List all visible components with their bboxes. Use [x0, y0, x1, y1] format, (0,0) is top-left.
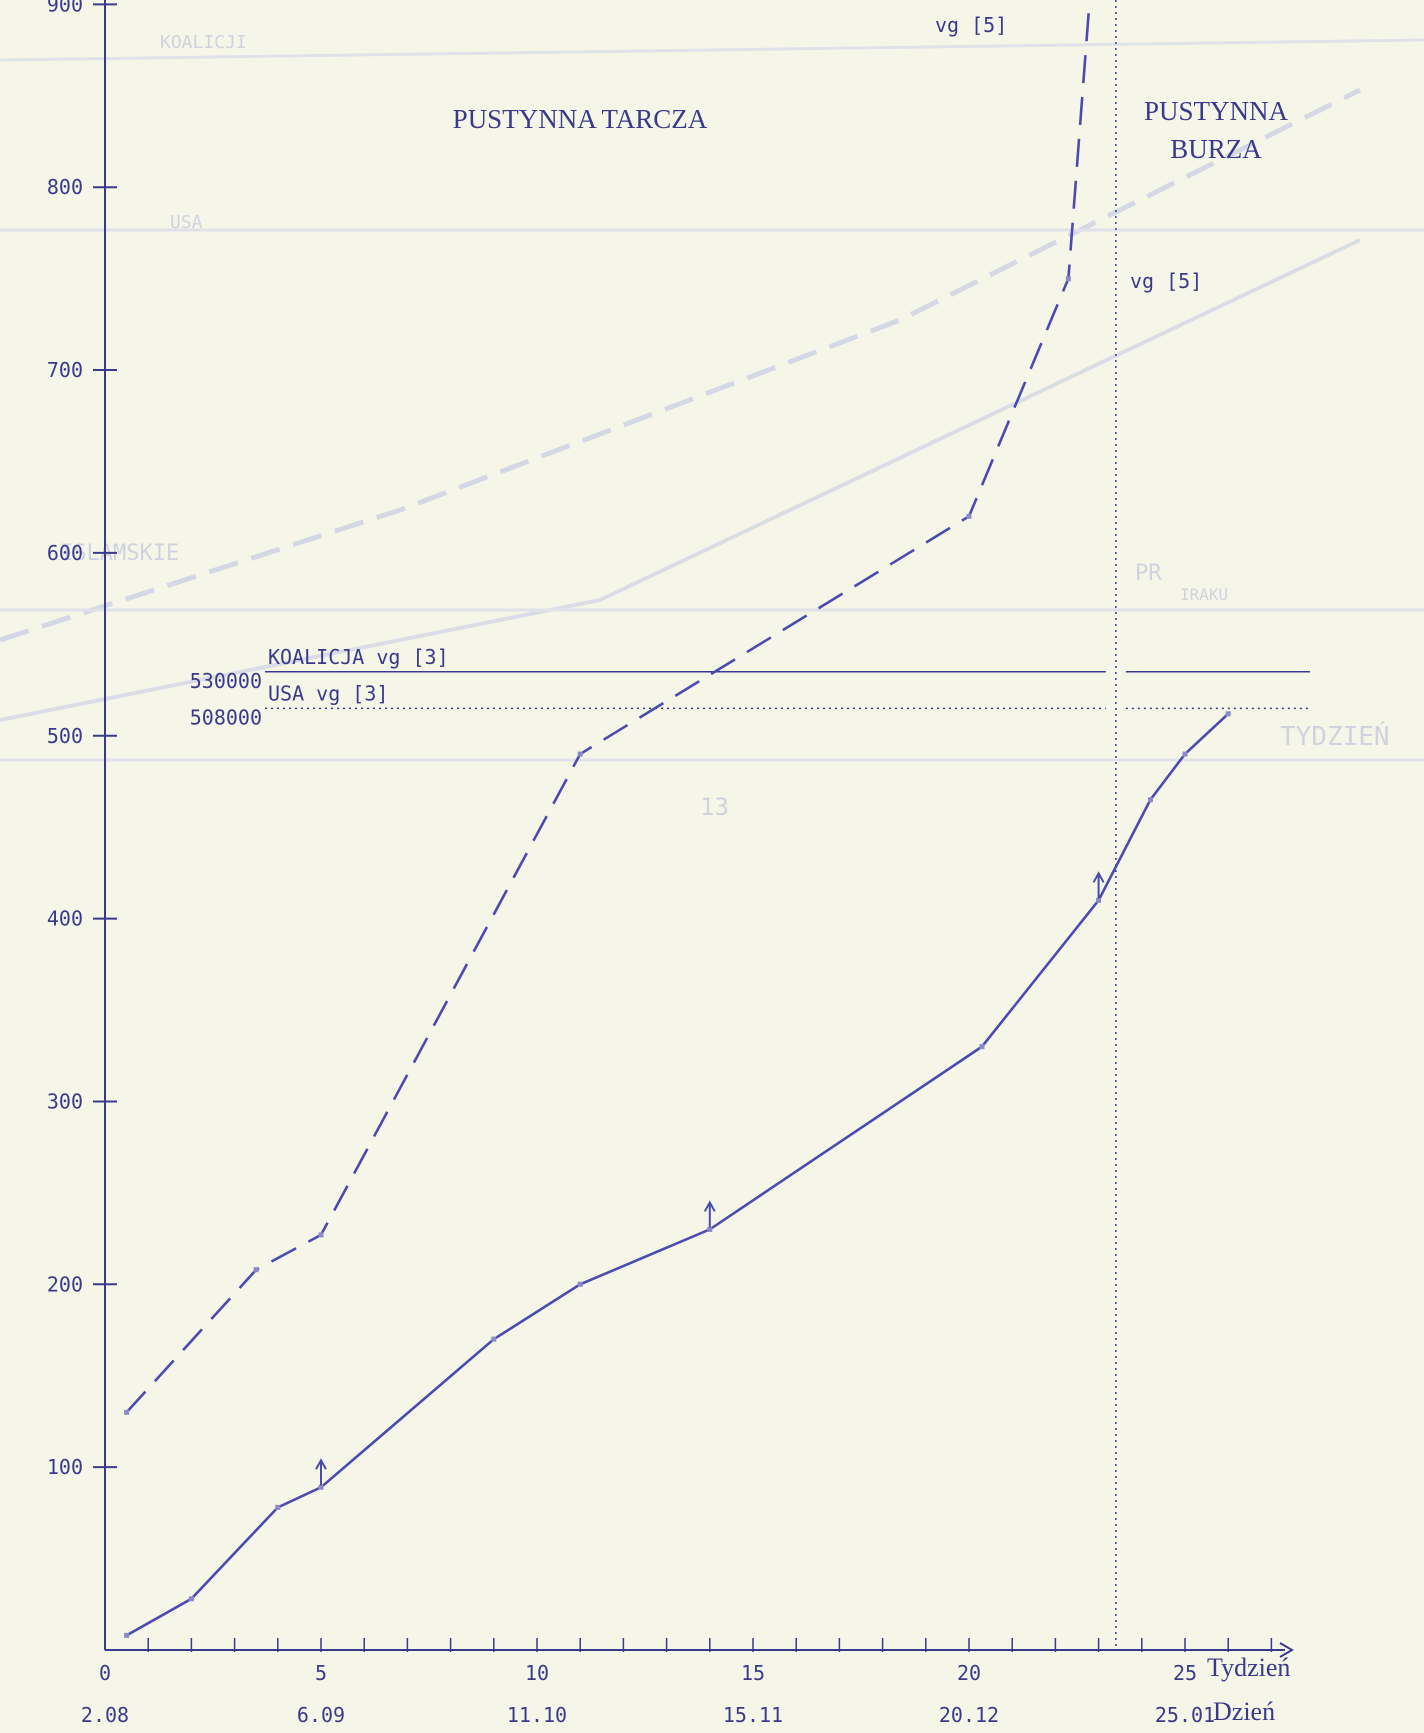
y-tick-label: 500: [47, 724, 83, 748]
ghost-line: [0, 87, 1362, 643]
data-point: [1225, 711, 1231, 717]
date-tick-label: 20.12: [939, 1703, 999, 1727]
region-label-desert-storm-1: PUSTYNNA: [1144, 96, 1289, 126]
series-line-solid: [125, 712, 1230, 1637]
x-tick-label: 10: [525, 1661, 549, 1685]
ghost-text: USA: [170, 212, 203, 233]
data-point: [318, 1484, 324, 1490]
y-tick-label: 800: [47, 175, 83, 199]
ghost-text: 13: [700, 793, 729, 821]
data-point: [577, 1281, 583, 1287]
ghost-line: [0, 38, 1424, 62]
reference-line-value: 508000: [190, 705, 262, 729]
reference-line-value: 530000: [190, 669, 262, 693]
x-tick-label: 5: [315, 1661, 327, 1685]
reference-line-label: USA vg [3]: [268, 681, 388, 705]
ghost-text: KOALICJI: [160, 32, 247, 53]
ghost-bleed-through: KOALICJI USA ISLAMSKIE PR IRAKU TYDZIEŃ …: [0, 32, 1424, 821]
reference-line-label: KOALICJA vg [3]: [268, 645, 449, 669]
y-ticks: 100 200 300 400 500 600 700 800 900: [47, 0, 117, 1479]
y-tick-label: 200: [47, 1272, 83, 1296]
x-axis-arrow: [1279, 1642, 1294, 1658]
series: [125, 0, 1230, 1637]
ghost-text: ISLAMSKIE: [60, 541, 179, 566]
ghost-line: [0, 238, 1361, 722]
x-unit-label: Tydzień: [1207, 1653, 1290, 1682]
date-tick-label: 2.08: [81, 1703, 129, 1727]
date-tick-label: 6.09: [297, 1703, 345, 1727]
data-point: [966, 513, 972, 519]
data-point: [275, 1504, 281, 1510]
date-tick-label: 25.01: [1155, 1703, 1215, 1727]
region-label-desert-storm-2: BURZA: [1170, 134, 1262, 164]
y-tick-label: 600: [47, 541, 83, 565]
ghost-text: IRAKU: [1180, 585, 1228, 604]
x-tick-label: 15: [741, 1661, 765, 1685]
date-tick-label: 11.10: [507, 1703, 567, 1727]
y-tick-label: 300: [47, 1089, 83, 1113]
data-point: [707, 1226, 713, 1232]
ghost-text: PR: [1135, 561, 1162, 586]
data-point: [188, 1596, 194, 1602]
date-tick-label: 15.11: [723, 1703, 783, 1727]
arrow-marker: [315, 1458, 327, 1486]
data-point: [253, 1267, 259, 1273]
region-label-desert-shield: PUSTYNNA TARCZA: [453, 104, 708, 134]
data-point: [1096, 897, 1102, 903]
data-point: [1182, 751, 1188, 757]
markers: [124, 276, 1231, 1638]
y-tick-label: 900: [47, 0, 83, 16]
x-tick-labels: 0 5 10 15 20 25: [99, 1661, 1197, 1685]
date-tick-labels: 2.08 6.09 11.10 15.11 20.12 25.01: [81, 1703, 1215, 1727]
x-tick-label: 20: [957, 1661, 981, 1685]
ghost-text: TYDZIEŃ: [1280, 720, 1390, 752]
series-line-dashed: [125, 0, 1091, 1414]
x-tick-label: 0: [99, 1661, 111, 1685]
data-point: [1147, 797, 1153, 803]
data-point: [979, 1044, 985, 1050]
data-point: [318, 1232, 324, 1238]
y-tick-label: 100: [47, 1455, 83, 1479]
data-point: [124, 1409, 130, 1415]
y-tick-label: 700: [47, 358, 83, 382]
data-point: [491, 1336, 497, 1342]
arrow-marker: [1092, 871, 1105, 899]
annotation-vg5-top: vg [5]: [935, 13, 1007, 37]
data-point: [124, 1632, 130, 1638]
data-point: [577, 751, 583, 757]
arrow-markers: [315, 871, 1105, 1486]
annotation-vg5-mid: vg [5]: [1130, 269, 1202, 293]
data-point: [1065, 276, 1071, 282]
x-tick-label: 25: [1173, 1661, 1197, 1685]
arrow-marker: [703, 1200, 716, 1228]
x-minor-ticks: [147, 1638, 1273, 1652]
date-unit-label: Dzień: [1213, 1697, 1275, 1726]
y-tick-label: 400: [47, 907, 83, 931]
